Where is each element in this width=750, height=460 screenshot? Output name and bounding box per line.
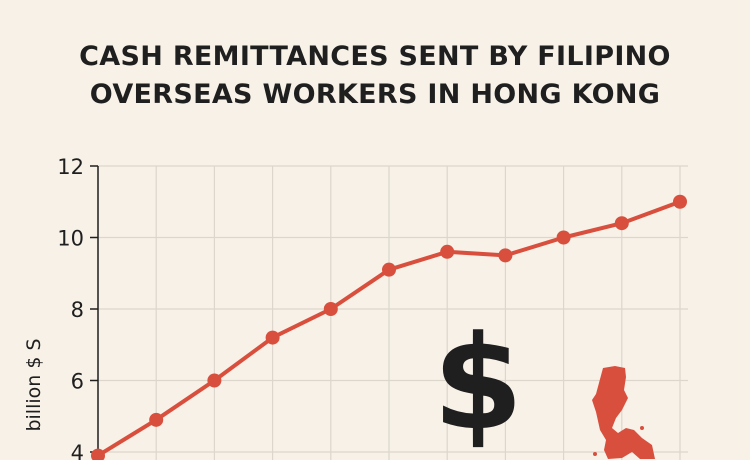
y-axis-label: billion $ S <box>23 338 45 431</box>
data-point <box>498 248 513 263</box>
y-tick-label: 4 <box>71 441 84 460</box>
y-tick-label: 8 <box>71 298 84 322</box>
data-point <box>207 373 222 388</box>
data-point <box>673 194 687 209</box>
data-point <box>382 262 396 277</box>
series <box>91 194 687 460</box>
island-icon <box>640 426 644 430</box>
island-icon <box>593 452 597 456</box>
data-point <box>440 244 455 259</box>
philippines-map-icon <box>592 366 655 459</box>
data-point <box>149 412 164 427</box>
y-tick-label: 6 <box>71 370 84 394</box>
y-tick-label: 12 <box>57 155 84 179</box>
data-point <box>91 448 105 460</box>
title-line-1: CASH REMITTANCES SENT BY FILIPINO <box>79 41 671 72</box>
dollar-sign-icon: $ <box>433 307 523 459</box>
grid <box>98 165 688 460</box>
data-point <box>614 216 629 231</box>
title-line-2: OVERSEAS WORKERS IN HONG KONG <box>89 79 661 110</box>
y-tick-label: 10 <box>57 227 84 251</box>
data-point <box>265 330 280 345</box>
y-ticks: 4 6 8 10 12 <box>57 155 98 460</box>
chart-title: CASH REMITTANCES SENT BY FILIPINO OVERSE… <box>0 38 750 114</box>
data-point <box>323 302 338 316</box>
data-point <box>556 230 571 245</box>
